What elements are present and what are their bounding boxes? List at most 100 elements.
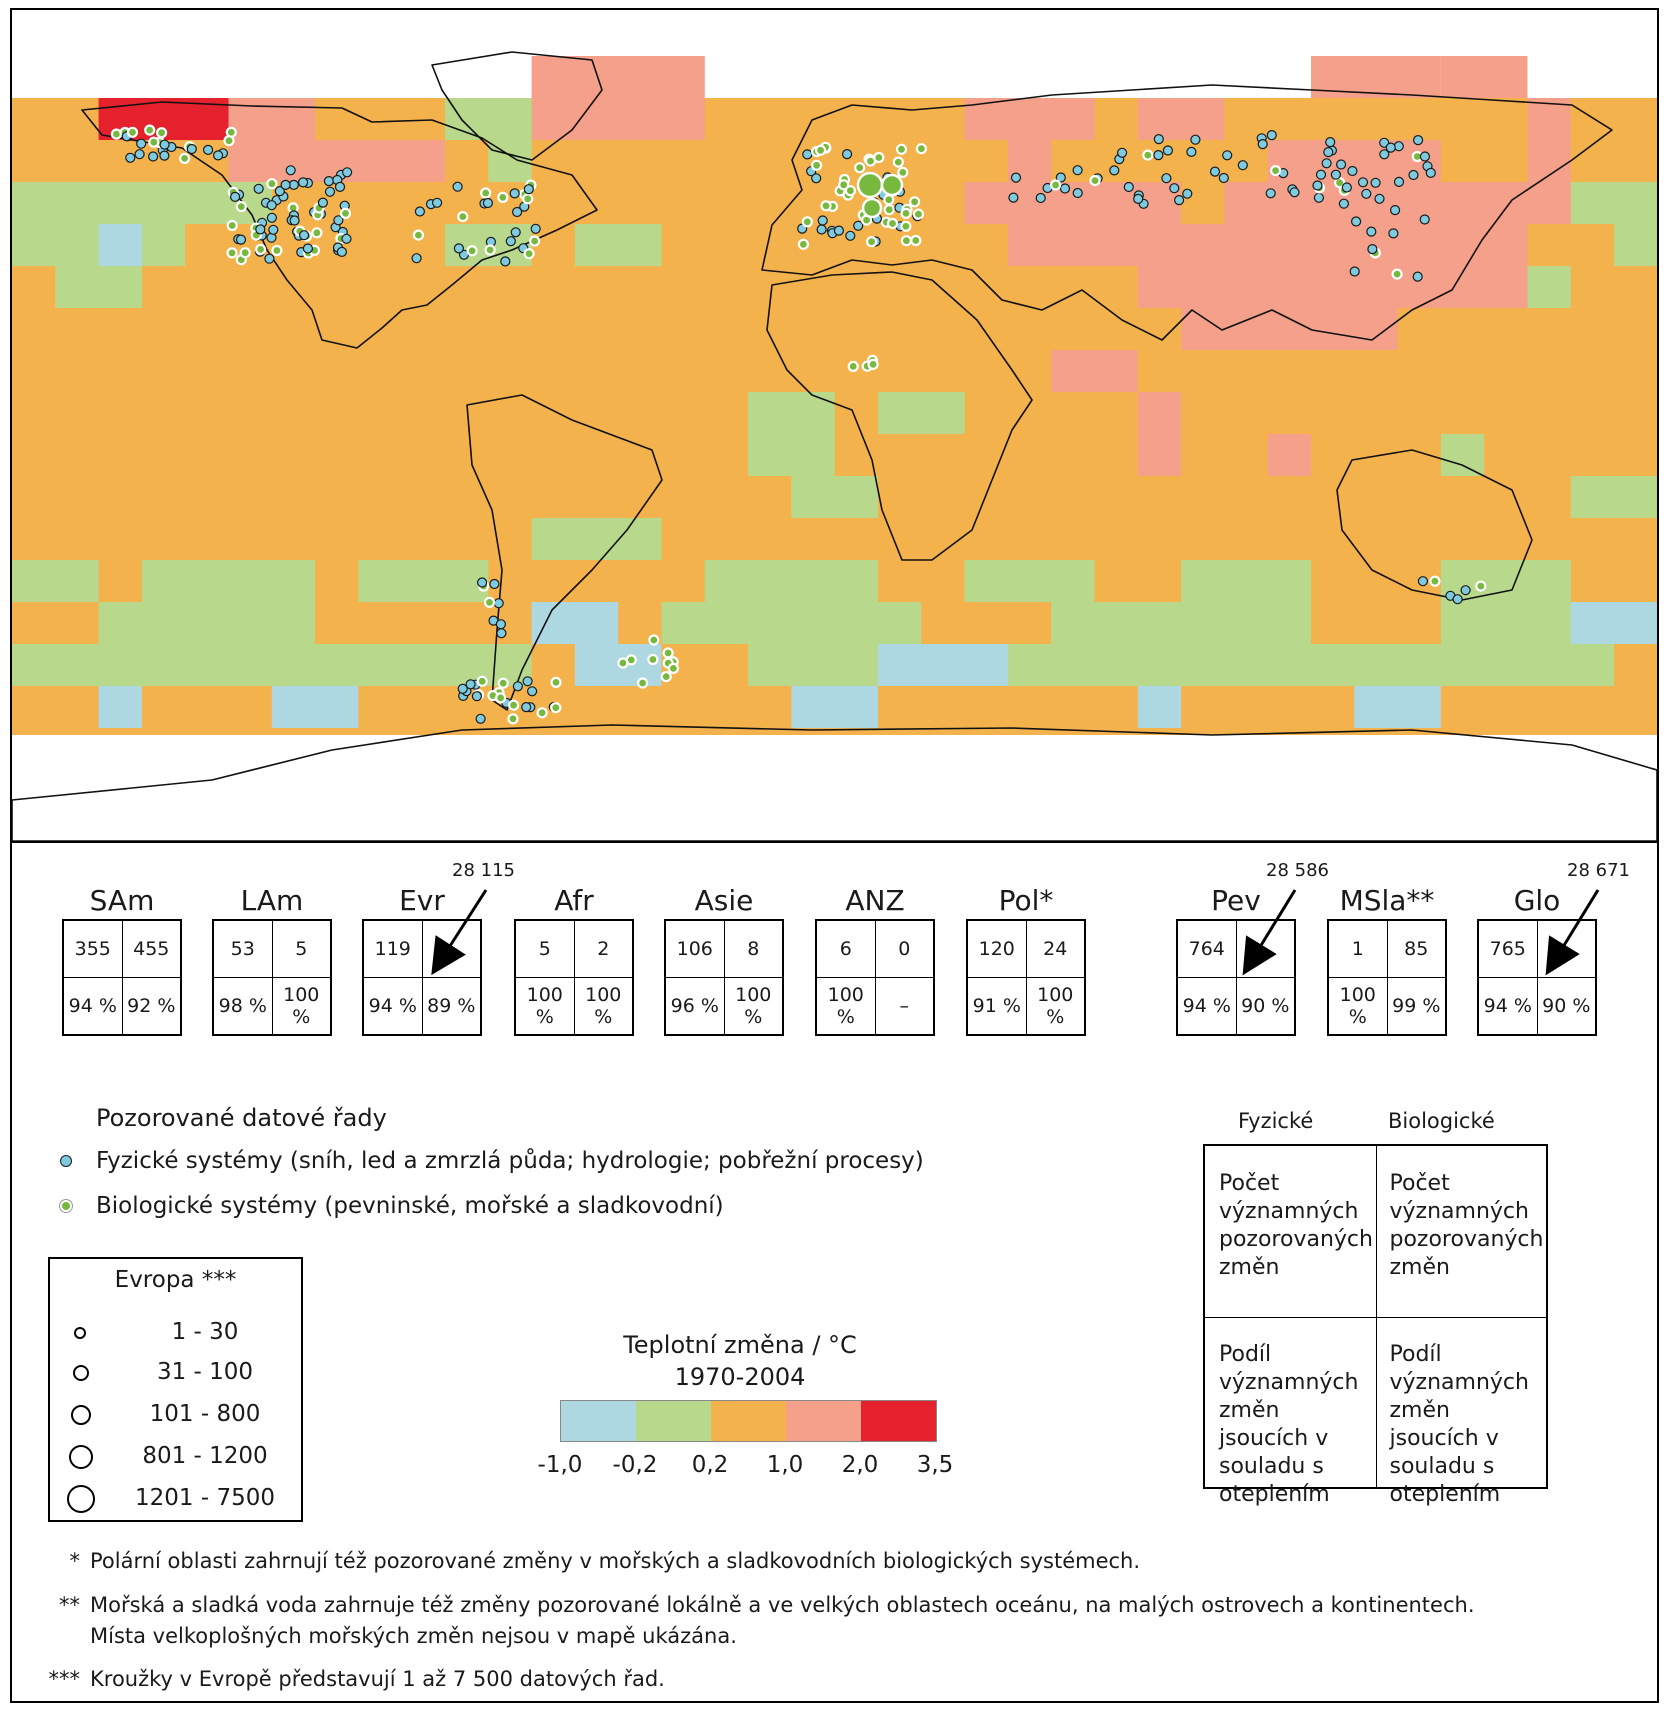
bio-count xyxy=(1235,919,1296,978)
physical-site-marker xyxy=(1072,165,1083,176)
temperature-cell xyxy=(1137,392,1182,476)
physical-site-marker xyxy=(1412,135,1424,146)
footnote-2: ** Mořská a sladká voda zahrnuje též změ… xyxy=(59,1590,1475,1652)
biological-site-marker xyxy=(1142,149,1154,161)
biological-site-marker xyxy=(625,654,637,666)
physical-site-marker xyxy=(235,234,247,245)
europe-size-label: 31 - 100 xyxy=(156,1359,254,1385)
temperature-cell xyxy=(1181,560,1311,602)
physical-site-marker xyxy=(125,152,136,163)
temperature-cell xyxy=(98,602,316,644)
physical-site-marker xyxy=(1312,180,1323,191)
physical-site-marker xyxy=(509,188,520,199)
physical-site-marker xyxy=(414,206,425,217)
biological-site-marker xyxy=(895,143,908,155)
physical-site-marker xyxy=(1123,181,1134,193)
region-name: ANZ xyxy=(845,884,905,917)
bio-pct: 100 % xyxy=(1025,977,1086,1036)
temperature-cell xyxy=(791,686,878,728)
physical-site-marker xyxy=(1237,160,1248,171)
europe-size-label: 1 - 30 xyxy=(171,1319,239,1345)
physical-site-marker xyxy=(264,253,275,264)
physical-site-marker xyxy=(489,578,500,590)
no-data-region xyxy=(12,735,1657,841)
biological-site-marker xyxy=(126,126,139,138)
region-total: 28 115 xyxy=(452,860,515,881)
europe-size-1: 1 - 30 xyxy=(50,1319,301,1349)
temperature-cell xyxy=(271,686,359,728)
region-table: 355 455 94 % 92 % xyxy=(62,919,182,1036)
temperature-cell xyxy=(1224,182,1571,224)
biological-site-marker xyxy=(495,692,507,704)
physical-site-marker xyxy=(136,138,147,149)
temperature-cell xyxy=(1440,560,1571,602)
region-name: LAm xyxy=(240,884,304,917)
region-table: 1 85 100 % 99 % xyxy=(1327,919,1447,1036)
region-table: 764 94 % 90 % xyxy=(1176,919,1296,1036)
temperature-cell xyxy=(1570,602,1657,644)
biological-site-marker xyxy=(497,677,509,689)
physical-site-marker xyxy=(526,686,538,697)
key-physical-count: Počet významných pozorovaných změn xyxy=(1219,1171,1373,1280)
biological-site-marker xyxy=(892,156,904,168)
physical-site-marker xyxy=(811,173,822,184)
circle-icon xyxy=(71,1405,91,1425)
temperature-cell xyxy=(12,644,532,686)
bio-count: 8 xyxy=(723,919,784,978)
physical-site-marker xyxy=(475,713,486,724)
physical-site-marker xyxy=(1059,183,1071,194)
phys-count: 355 xyxy=(62,919,123,978)
map-divider xyxy=(10,841,1659,843)
physical-site-marker xyxy=(1408,169,1419,181)
region-name: Pol* xyxy=(998,884,1054,917)
biological-site-marker xyxy=(466,245,478,257)
physical-site-marker xyxy=(1366,226,1377,237)
footnote-1: * Polární oblasti zahrnují též pozorovan… xyxy=(70,1546,1141,1577)
physical-site-marker xyxy=(1153,134,1164,145)
physical-site-marker xyxy=(522,676,533,687)
physical-site-marker xyxy=(1257,139,1268,150)
biological-site-marker xyxy=(156,127,168,139)
physical-site-marker xyxy=(333,215,344,226)
biological-site-marker xyxy=(226,247,238,259)
physical-site-marker xyxy=(1055,172,1066,183)
phys-pct: 94 % xyxy=(62,977,123,1036)
physical-site-marker xyxy=(482,197,493,209)
region-name: SAm xyxy=(89,884,155,917)
temperature-cell xyxy=(1007,224,1268,266)
phys-count: 106 xyxy=(664,919,725,978)
physical-site-marker xyxy=(280,179,291,190)
temperature-cell xyxy=(358,560,489,602)
temperature-cell xyxy=(964,560,1095,602)
phys-pct: 94 % xyxy=(1477,977,1538,1036)
europe-size-2: 31 - 100 xyxy=(50,1359,301,1389)
biological-site-marker xyxy=(1391,268,1403,280)
physical-site-marker xyxy=(845,230,856,241)
scale-tick: 3,5 xyxy=(916,1452,954,1478)
physical-site-marker xyxy=(298,177,309,188)
temperature-cell xyxy=(12,560,99,602)
region-7: Pev 764 94 % 90 % xyxy=(1174,885,1298,1036)
region-name: Pev xyxy=(1211,884,1261,917)
biological-site-marker xyxy=(412,229,424,241)
bio-count: 5 xyxy=(271,919,332,978)
biological-site-marker xyxy=(148,136,160,148)
physical-site-marker xyxy=(1370,177,1381,188)
legend-title: Pozorované datové řady xyxy=(96,1104,387,1132)
physical-site-marker xyxy=(816,224,827,235)
physical-site-marker xyxy=(500,256,511,267)
physical-site-marker xyxy=(1162,145,1174,156)
region-0: SAm 355 455 94 % 92 % xyxy=(60,885,184,1036)
physical-site-marker xyxy=(324,186,336,197)
physical-site-marker xyxy=(512,206,523,218)
key-physical-header: Fyzické xyxy=(1238,1109,1314,1133)
phys-pct: 98 % xyxy=(212,977,273,1036)
physical-site-marker xyxy=(1367,244,1378,255)
physical-site-marker xyxy=(1341,182,1352,193)
biological-site-marker xyxy=(797,238,810,250)
physical-site-marker xyxy=(1161,173,1172,184)
biological-site-marker xyxy=(523,248,535,260)
scale-tick: -1,0 xyxy=(537,1452,583,1478)
biological-site-marker xyxy=(508,699,520,711)
physical-site-marker xyxy=(1315,169,1327,180)
